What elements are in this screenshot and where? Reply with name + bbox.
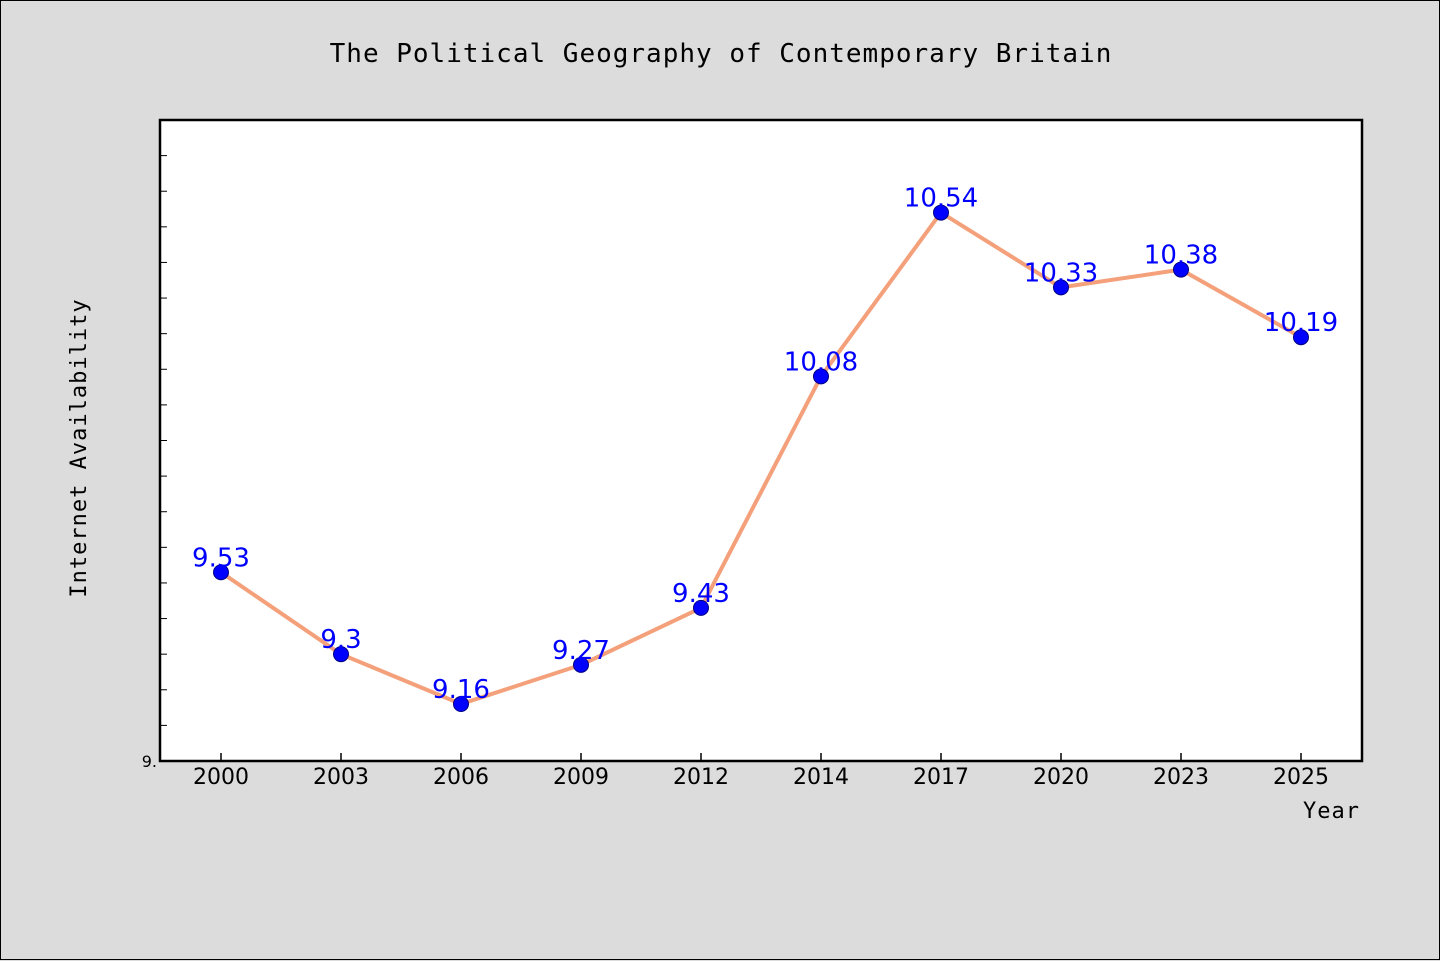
plot-area — [158, 118, 1364, 763]
x-tick-label: 2023 — [1153, 765, 1209, 790]
x-tick-label: 2003 — [313, 765, 369, 790]
y-tick-label: 9. — [142, 752, 157, 771]
data-point — [693, 599, 709, 616]
data-point — [213, 564, 229, 581]
x-axis-label: Year — [1303, 799, 1360, 824]
data-label: 10.33 — [1024, 258, 1098, 288]
data-label: 10.08 — [784, 347, 858, 377]
data-label: 9.27 — [552, 636, 610, 666]
x-tick-label: 2012 — [673, 765, 729, 790]
data-label: 9.43 — [672, 579, 730, 609]
data-label: 9.16 — [432, 675, 490, 705]
data-point — [813, 368, 829, 385]
x-tick-label: 2025 — [1273, 765, 1329, 790]
x-tick-label: 2000 — [193, 765, 249, 790]
x-tick-label: 2006 — [433, 765, 489, 790]
x-tick-label: 2017 — [913, 765, 969, 790]
series-line — [219, 210, 1302, 706]
data-point — [1053, 279, 1069, 296]
data-label: 10.38 — [1144, 241, 1218, 271]
y-axis-ticks: 9. — [142, 155, 167, 771]
y-axis-label: Internet Availability — [67, 298, 92, 597]
x-tick-label: 2014 — [793, 765, 849, 790]
x-tick-label: 2009 — [553, 765, 609, 790]
data-point — [453, 696, 469, 713]
chart-title: The Political Geography of Contemporary … — [330, 39, 1113, 69]
data-point — [573, 656, 589, 673]
data-markers — [213, 204, 1309, 713]
x-tick-label: 2020 — [1033, 765, 1089, 790]
x-axis-ticks: 2000 2003 2006 2009 2012 2014 2017 2020 2023 2025 — [193, 753, 1329, 790]
data-point — [933, 204, 949, 221]
data-label: 9.3 — [320, 625, 361, 655]
data-label: 10.54 — [904, 184, 978, 214]
data-point — [1293, 329, 1309, 346]
data-point — [333, 646, 349, 663]
data-label: 9.53 — [192, 543, 250, 573]
data-point — [1173, 261, 1189, 278]
data-labels: 9.53 9.3 9.16 9.27 9.43 10.08 10.54 10.33 10.38 1… — [192, 184, 1338, 705]
data-label: 10.19 — [1264, 308, 1338, 338]
